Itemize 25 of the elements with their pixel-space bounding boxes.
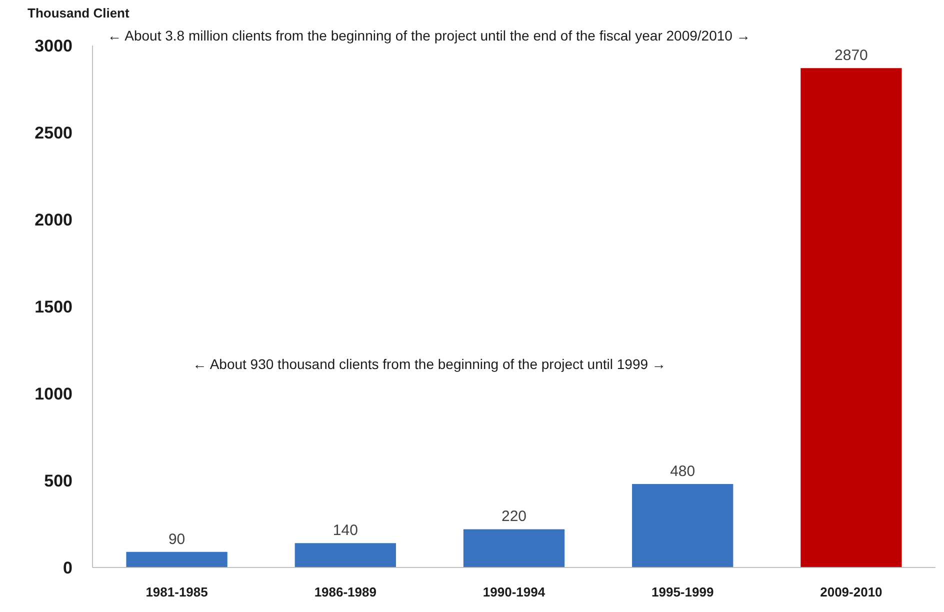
- bar: [463, 529, 565, 568]
- bar: [800, 68, 902, 568]
- bar: [632, 484, 734, 568]
- bar: [294, 543, 396, 568]
- y-tick-label: 500: [44, 472, 73, 490]
- x-tick-label: 1981-1985: [146, 584, 208, 600]
- x-tick-label: 1986-1989: [314, 584, 376, 600]
- x-tick-label: 1990-1994: [482, 584, 546, 600]
- x-tick-label: 2009-2010: [820, 584, 882, 600]
- y-tick-label: 3000: [34, 36, 73, 56]
- data-label: 140: [332, 522, 358, 540]
- data-label: 90: [168, 530, 186, 548]
- data-label: 480: [670, 462, 696, 480]
- y-tick-label: 1500: [34, 298, 73, 316]
- data-label: 220: [501, 508, 527, 526]
- bar: [126, 552, 228, 568]
- y-tick-label: 2500: [34, 124, 73, 142]
- text: ← About 3.8 million clients from the beginning of the project until the end of the fiscal year 2009/2010 →: [108, 28, 750, 44]
- y-axis-title: Thousand Client: [28, 6, 130, 20]
- annotation: ← About 930 thousand clients from the beginning of the project until 1999 →: [192, 356, 666, 372]
- y-tick-label: 2000: [34, 210, 73, 230]
- y-tick-label: 0: [63, 558, 73, 578]
- x-tick-label: 1995-1999: [652, 584, 714, 600]
- data-label: 2870: [834, 47, 868, 64]
- y-tick-label: 1000: [34, 384, 73, 404]
